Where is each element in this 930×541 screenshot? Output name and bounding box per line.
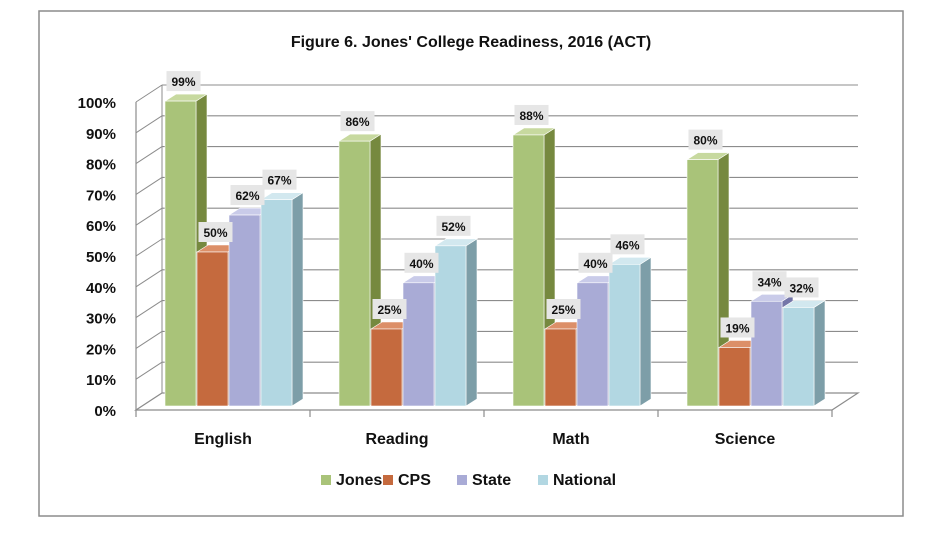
data-label-box xyxy=(752,271,787,292)
bar-jones xyxy=(338,140,371,407)
data-label: 86% xyxy=(345,115,369,129)
bar-national xyxy=(782,307,815,407)
data-label-box xyxy=(436,215,471,236)
data-label-box xyxy=(340,111,375,132)
y-tick-label: 50% xyxy=(86,249,116,266)
x-tick-label: Reading xyxy=(365,431,428,448)
gridline-depth xyxy=(135,238,163,257)
bar-cps xyxy=(370,328,403,407)
legend-label-cps: CPS xyxy=(398,472,431,489)
bar-state xyxy=(750,300,783,407)
bar-side-national xyxy=(639,256,652,407)
bar-national xyxy=(434,245,467,407)
data-labels: 99% 50% 62% 67% 86% 25% 40% 52% 88% 25% 40% 46% 80% 1… xyxy=(166,71,819,338)
bar-state xyxy=(402,282,435,407)
gridline-depth xyxy=(135,176,163,195)
bar-side-national xyxy=(813,299,826,407)
gridline-depth xyxy=(135,300,163,319)
gridline-depth xyxy=(135,361,163,380)
bar-jones xyxy=(512,134,545,407)
bar-jones xyxy=(686,159,719,407)
bars xyxy=(163,93,827,407)
data-label-box xyxy=(578,252,613,273)
x-tick-label: Science xyxy=(715,431,776,448)
x-tick-label: English xyxy=(194,431,252,448)
y-tick-label: 40% xyxy=(86,280,116,297)
gridline-depth xyxy=(135,269,163,288)
bar-national xyxy=(608,264,641,407)
data-label-box xyxy=(784,277,819,298)
data-label-box xyxy=(546,299,581,319)
legend-swatch-jones xyxy=(321,475,331,485)
y-tick-label: 0% xyxy=(94,403,116,420)
data-label: 32% xyxy=(789,281,813,295)
data-label: 25% xyxy=(377,303,401,317)
data-label-box xyxy=(166,71,201,92)
legend-label-national: National xyxy=(553,472,616,489)
data-label: 99% xyxy=(171,75,195,89)
bar-cps xyxy=(718,347,751,407)
gridline-depth xyxy=(135,84,163,103)
bar-side-national xyxy=(291,192,304,407)
y-tick-label: 20% xyxy=(86,341,116,358)
data-label: 67% xyxy=(267,174,291,188)
bar-jones xyxy=(164,100,197,407)
data-label: 46% xyxy=(615,238,639,252)
data-label-box xyxy=(198,222,233,242)
y-tick-label: 70% xyxy=(86,187,116,204)
data-label-box xyxy=(720,317,755,338)
y-tick-label: 100% xyxy=(78,95,116,112)
data-label: 25% xyxy=(551,303,575,317)
bar-cps xyxy=(544,328,577,407)
data-label-box xyxy=(514,104,549,125)
gridline-depth xyxy=(135,146,163,165)
y-tick-label: 60% xyxy=(86,218,116,235)
data-label-box xyxy=(404,252,439,273)
legend-swatch-national xyxy=(538,475,548,485)
bar-national xyxy=(260,199,293,407)
data-label: 52% xyxy=(441,220,465,234)
axes: 0% 10% 20% 30% 40% 50% 60% 70% 80% 90% 100% English… xyxy=(78,95,861,448)
data-label-box xyxy=(262,169,297,190)
chart-title: Figure 6. Jones' College Readiness, 2016… xyxy=(291,34,651,51)
floor-plane xyxy=(133,392,861,411)
bar-state xyxy=(228,214,261,407)
legend-label-state: State xyxy=(472,472,511,489)
legend-swatch-state xyxy=(457,475,467,485)
y-tick-label: 10% xyxy=(86,372,116,389)
bar-side-national xyxy=(465,238,478,407)
data-label: 40% xyxy=(409,257,433,271)
data-label-box xyxy=(610,234,645,255)
data-label: 19% xyxy=(725,321,749,335)
data-label-box xyxy=(688,129,723,150)
data-label-box xyxy=(230,185,265,206)
data-label-box xyxy=(372,299,407,319)
y-tick-label: 30% xyxy=(86,311,116,328)
x-tick-label: Math xyxy=(552,431,589,448)
data-label: 62% xyxy=(235,189,259,203)
legend-swatch-cps xyxy=(383,475,393,485)
data-label: 40% xyxy=(583,257,607,271)
y-tick-label: 90% xyxy=(86,126,116,143)
bar-cps xyxy=(196,251,229,407)
data-label: 88% xyxy=(519,109,543,123)
legend-label-jones: Jones xyxy=(336,472,382,489)
gridline-depth xyxy=(135,330,163,349)
bar-state xyxy=(576,282,609,407)
data-label: 34% xyxy=(757,275,781,289)
gridline-depth xyxy=(135,115,163,134)
data-label: 80% xyxy=(693,134,717,148)
gridline-depth xyxy=(135,207,163,226)
y-tick-label: 80% xyxy=(86,157,116,174)
data-label: 50% xyxy=(203,226,227,240)
legend: Jones CPS State National xyxy=(321,472,616,489)
